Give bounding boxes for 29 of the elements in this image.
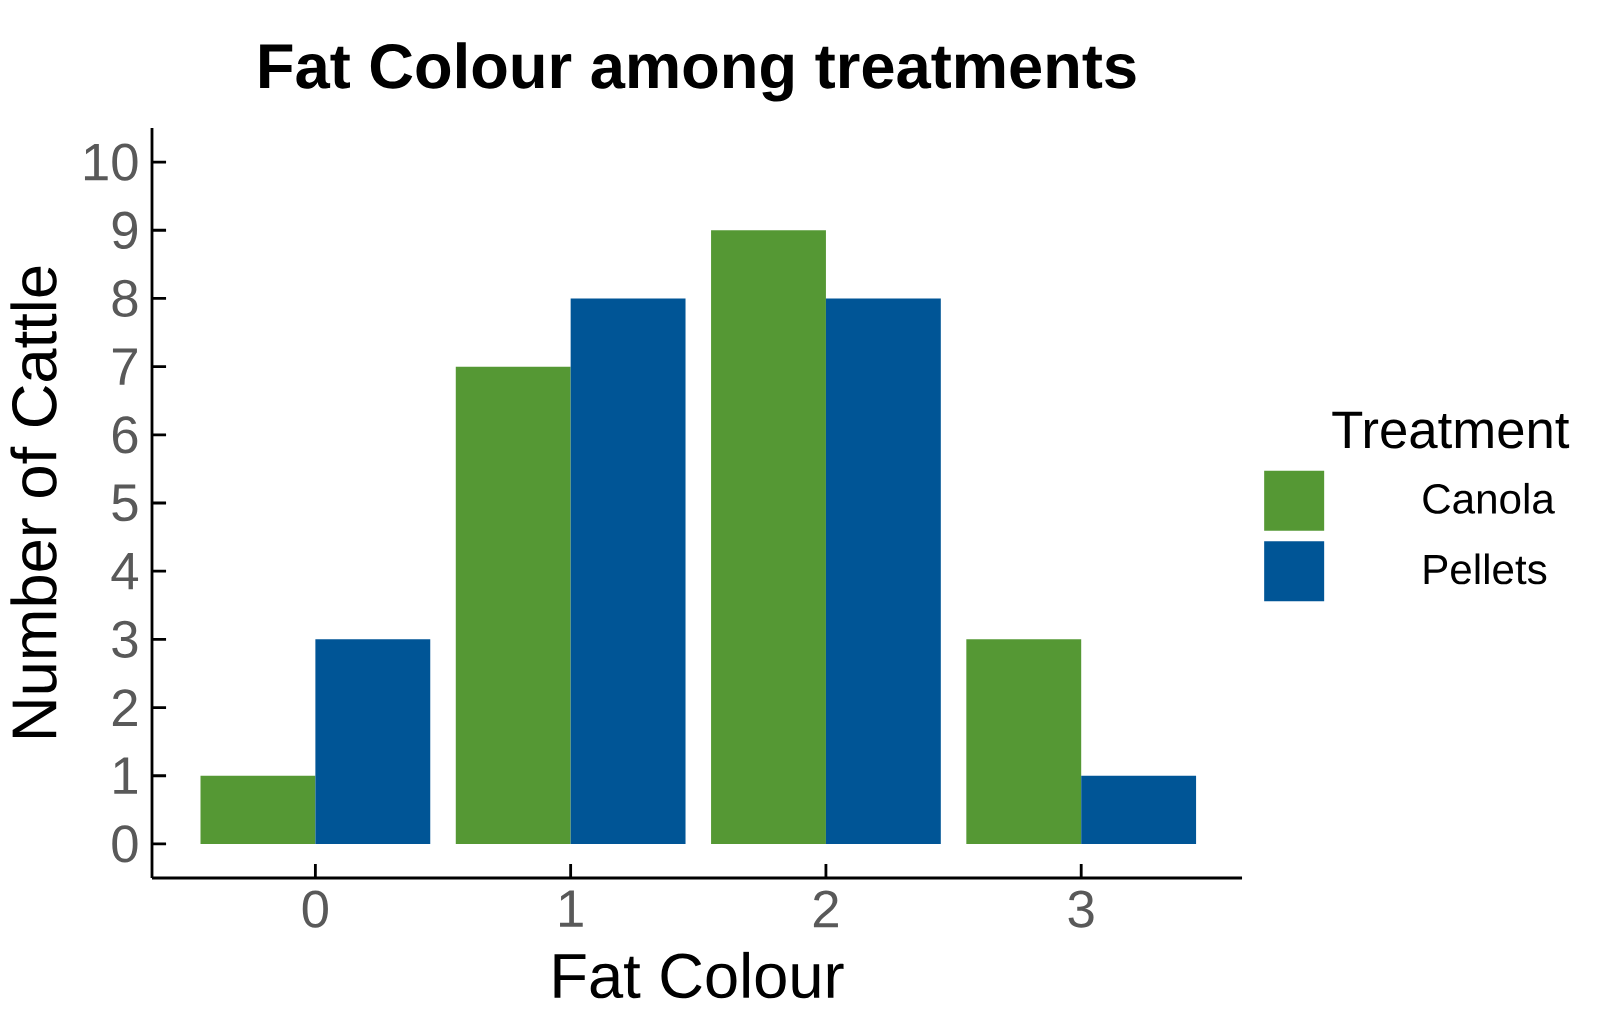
bar <box>315 639 431 844</box>
x-tick-label: 2 <box>813 890 838 928</box>
x-tick-label: 3 <box>1068 890 1094 928</box>
bar <box>1081 775 1197 844</box>
y-tick-label: 9 <box>112 211 138 249</box>
legend-label: Pellets <box>1424 553 1547 585</box>
legend-title: Treatment <box>1332 411 1570 449</box>
x-tick-label: 0 <box>302 890 328 928</box>
y-tick-label: 6 <box>112 416 138 454</box>
bar <box>966 639 1082 844</box>
y-tick-label: 4 <box>111 553 139 590</box>
y-tick-label: 3 <box>112 620 138 659</box>
chart-title: Fat Colour among treatments <box>260 42 1136 102</box>
y-tick-label: 0 <box>112 825 138 863</box>
y-tick-label: 5 <box>112 484 138 522</box>
bar <box>200 775 316 844</box>
y-tick-label: 1 <box>114 757 137 794</box>
bar <box>455 366 571 844</box>
bar <box>825 298 941 844</box>
bar <box>711 230 826 844</box>
x-axis-title: Fat Colour <box>554 951 844 999</box>
y-tick-label: 10 <box>84 143 138 181</box>
y-tick-label: 7 <box>112 348 137 385</box>
y-axis-title: Number of Cattle <box>10 266 57 737</box>
y-tick-label: 8 <box>112 279 138 318</box>
legend-label: Canola <box>1423 482 1555 514</box>
y-tick-label: 2 <box>112 689 137 726</box>
bar <box>570 298 686 844</box>
x-tick-label: 1 <box>560 890 583 927</box>
